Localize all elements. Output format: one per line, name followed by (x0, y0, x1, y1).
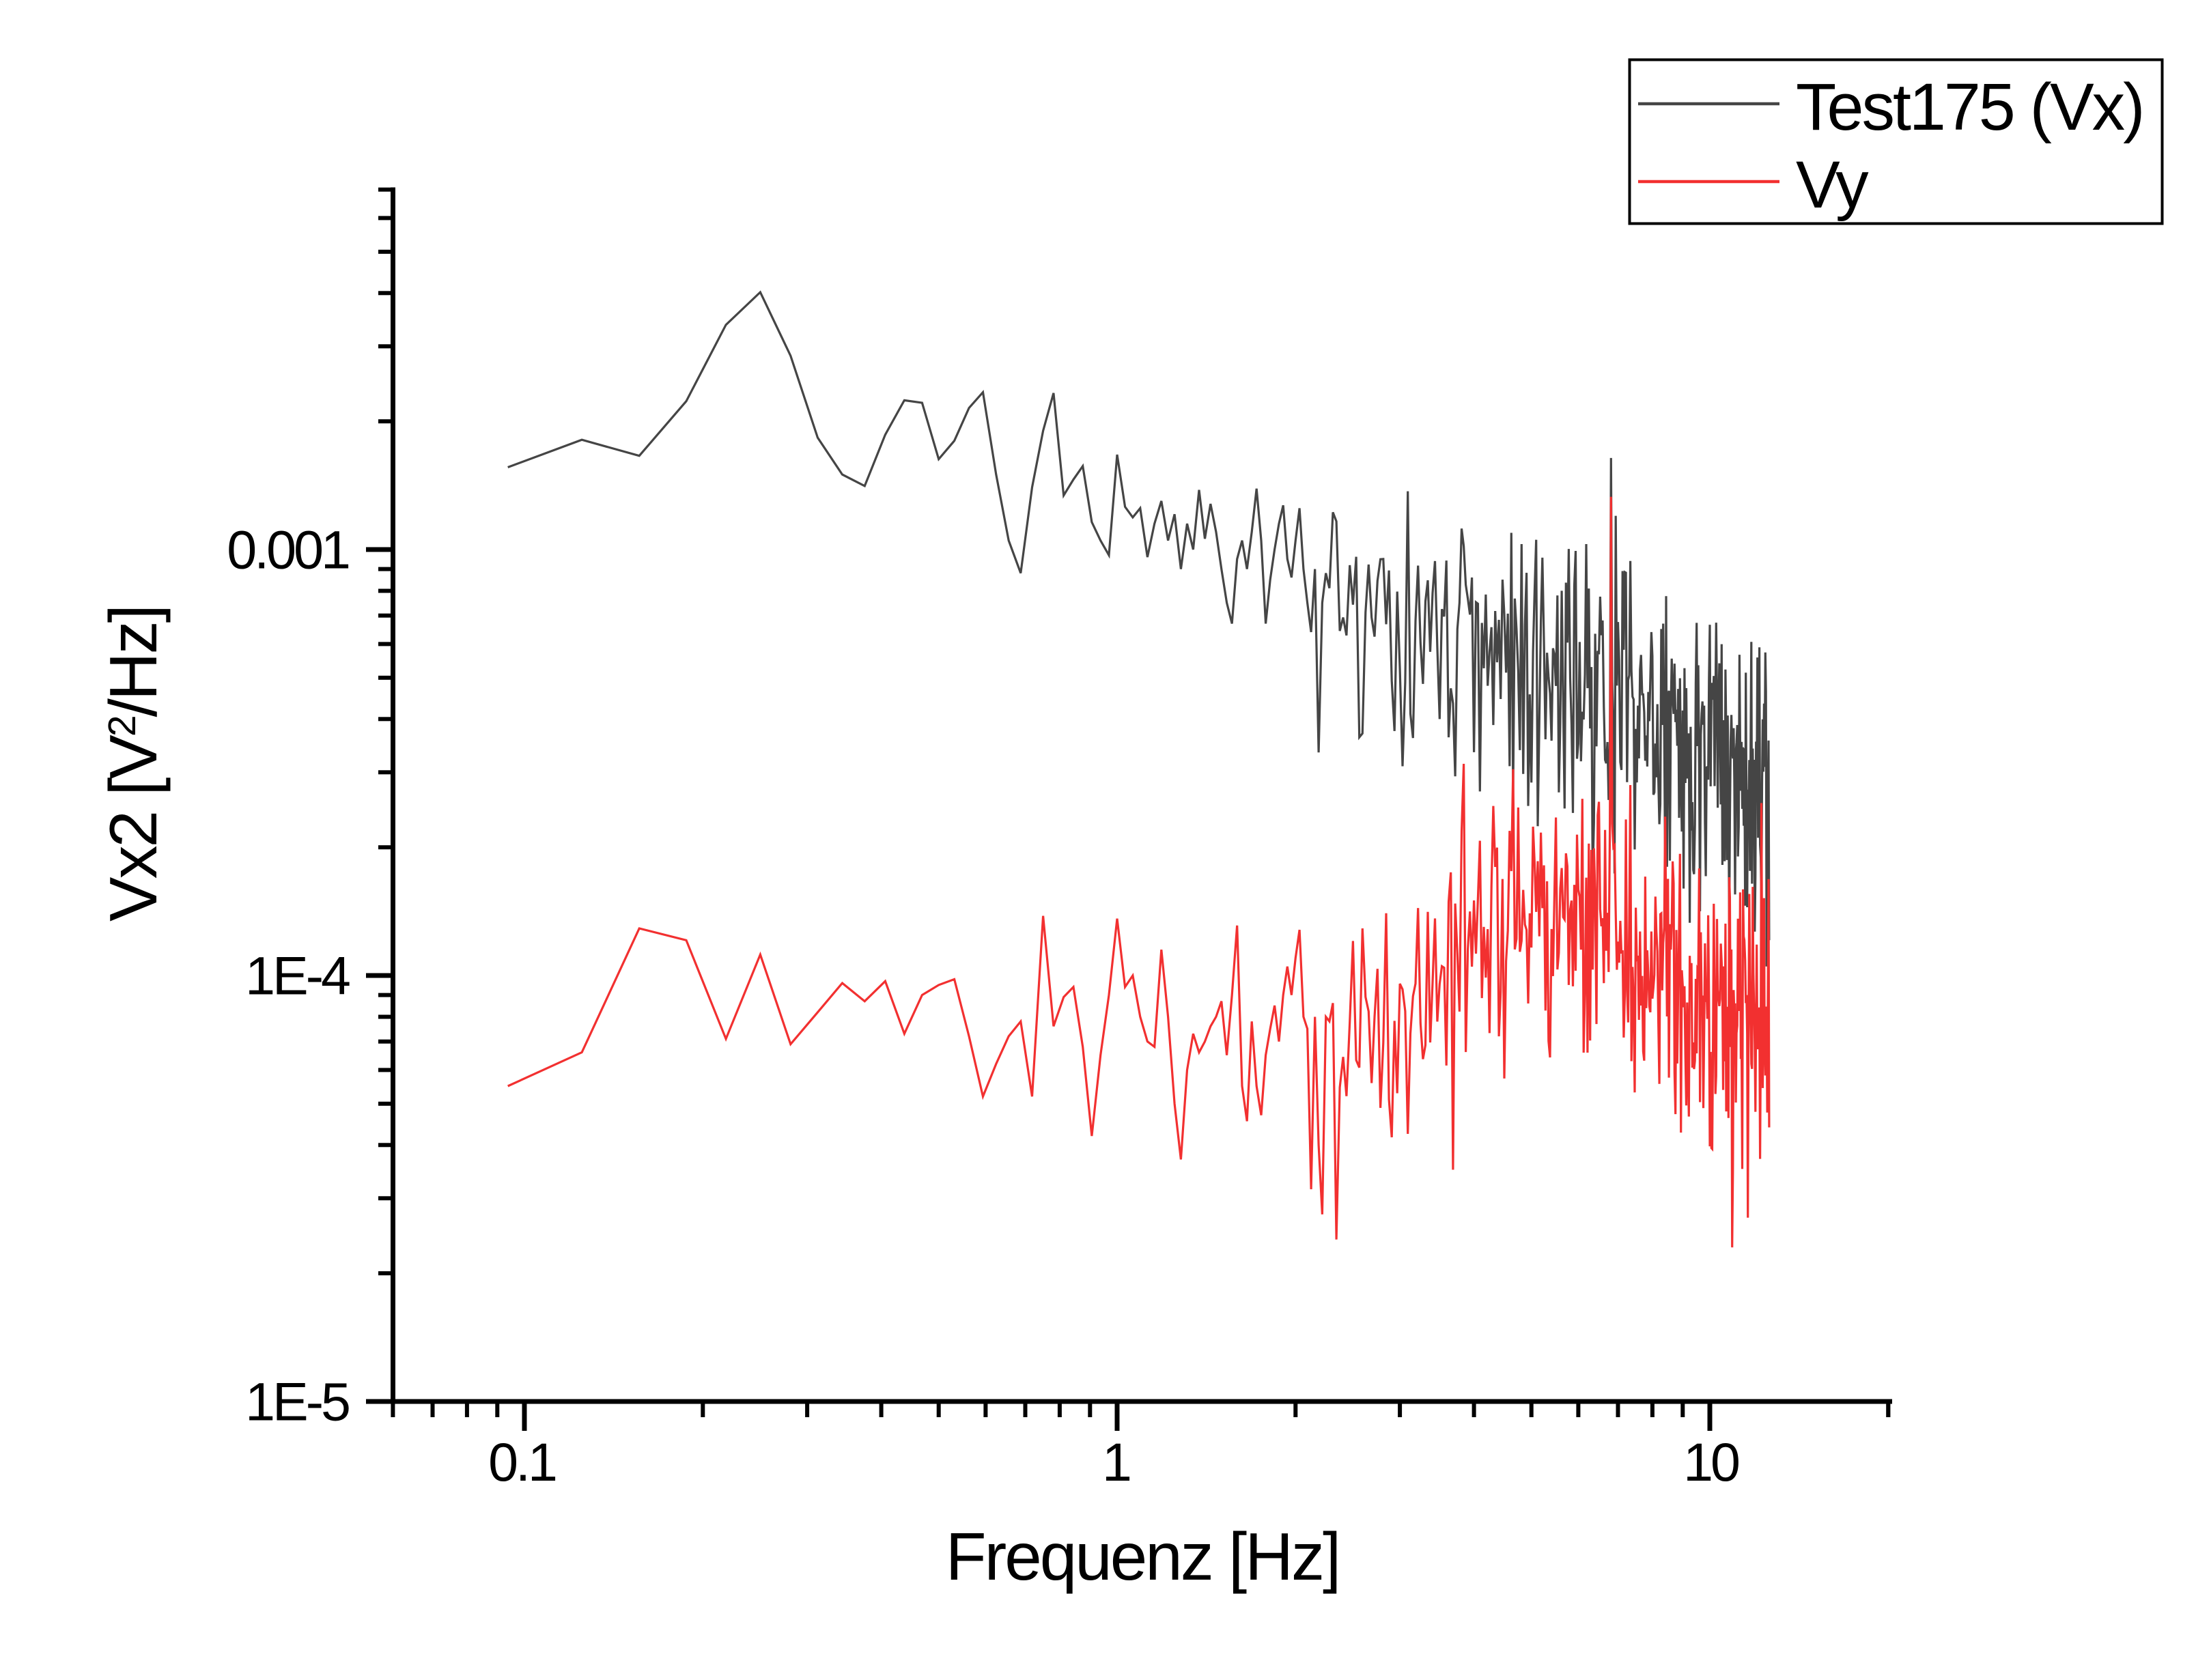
svg-text:1E-5: 1E-5 (245, 1371, 349, 1432)
svg-text:0.1: 0.1 (488, 1432, 556, 1492)
svg-text:Test175 (Vx): Test175 (Vx) (1796, 70, 2143, 144)
svg-text:Vx2 [V2/Hz]: Vx2 [V2/Hz] (96, 606, 171, 922)
svg-text:Vy: Vy (1796, 147, 1869, 222)
svg-text:1E-4: 1E-4 (245, 945, 350, 1006)
svg-text:0.001: 0.001 (227, 519, 349, 580)
svg-text:10: 10 (1683, 1432, 1738, 1492)
svg-text:Frequenz [Hz]: Frequenz [Hz] (946, 1519, 1339, 1594)
svg-text:1: 1 (1102, 1432, 1130, 1492)
